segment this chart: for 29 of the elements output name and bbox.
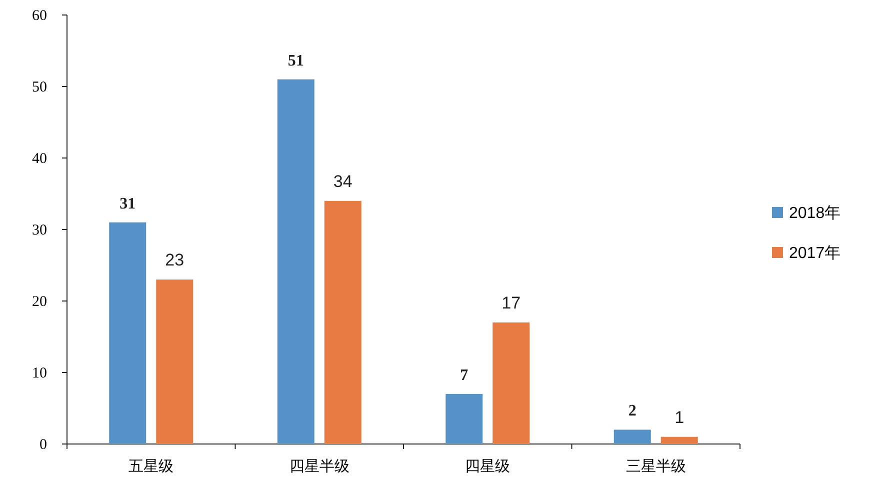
legend-label: 2018年 (789, 205, 841, 222)
bar (277, 79, 314, 444)
y-tick-label: 30 (32, 222, 47, 238)
bar (109, 222, 146, 444)
y-tick-label: 40 (32, 151, 47, 167)
y-tick-label: 10 (32, 366, 47, 382)
data-label: 7 (460, 366, 468, 384)
data-label: 23 (165, 250, 184, 270)
y-tick-label: 20 (32, 294, 47, 310)
bar (324, 200, 362, 444)
bar (446, 394, 483, 444)
x-tick-label: 四星级 (465, 458, 510, 475)
data-label: 51 (288, 52, 304, 70)
data-label: 2 (628, 402, 636, 420)
y-tick-label: 60 (32, 8, 47, 24)
bar (156, 280, 194, 444)
data-label: 34 (333, 172, 352, 191)
x-tick-label: 三星半级 (626, 458, 686, 475)
bar (492, 322, 530, 444)
data-label: 31 (120, 195, 136, 212)
data-label: 17 (502, 293, 521, 312)
bar (660, 436, 698, 444)
x-tick-label: 五星级 (128, 458, 174, 475)
y-tick-label: 50 (32, 80, 47, 96)
bar (614, 430, 651, 444)
y-tick-label: 0 (40, 437, 47, 453)
legend-label: 2017年 (789, 245, 841, 262)
x-tick-label: 四星半级 (289, 458, 350, 475)
data-label: 1 (674, 408, 684, 427)
